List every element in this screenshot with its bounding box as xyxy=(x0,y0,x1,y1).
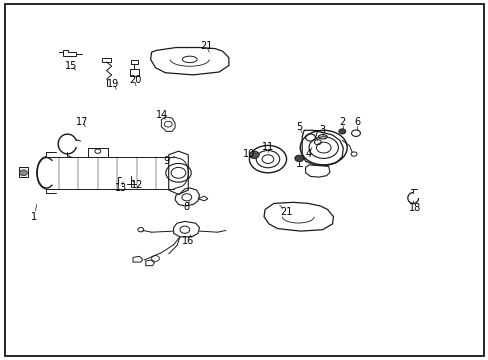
Text: 10: 10 xyxy=(243,149,255,159)
Text: 12: 12 xyxy=(130,180,143,190)
Text: 21: 21 xyxy=(279,207,292,217)
Circle shape xyxy=(294,155,303,162)
Text: 7: 7 xyxy=(312,130,318,140)
Text: 19: 19 xyxy=(107,78,120,89)
Text: 6: 6 xyxy=(353,117,359,127)
Polygon shape xyxy=(19,167,28,177)
Text: 13: 13 xyxy=(115,183,127,193)
Text: 11: 11 xyxy=(261,142,274,152)
Circle shape xyxy=(249,151,259,158)
Text: 14: 14 xyxy=(156,110,168,120)
Circle shape xyxy=(20,170,27,176)
Text: 1: 1 xyxy=(31,212,37,222)
Text: 2: 2 xyxy=(339,117,345,127)
Text: 20: 20 xyxy=(128,75,141,85)
Text: 3: 3 xyxy=(319,125,325,135)
Polygon shape xyxy=(251,154,257,156)
Circle shape xyxy=(338,129,345,134)
Text: 8: 8 xyxy=(183,202,189,212)
Text: 9: 9 xyxy=(163,156,169,166)
Text: 5: 5 xyxy=(296,122,302,132)
Text: 4: 4 xyxy=(305,149,311,159)
Text: 16: 16 xyxy=(182,236,194,246)
Text: 21: 21 xyxy=(200,41,212,51)
Text: 15: 15 xyxy=(64,60,77,71)
Text: 17: 17 xyxy=(76,117,88,127)
Text: 18: 18 xyxy=(407,203,420,213)
